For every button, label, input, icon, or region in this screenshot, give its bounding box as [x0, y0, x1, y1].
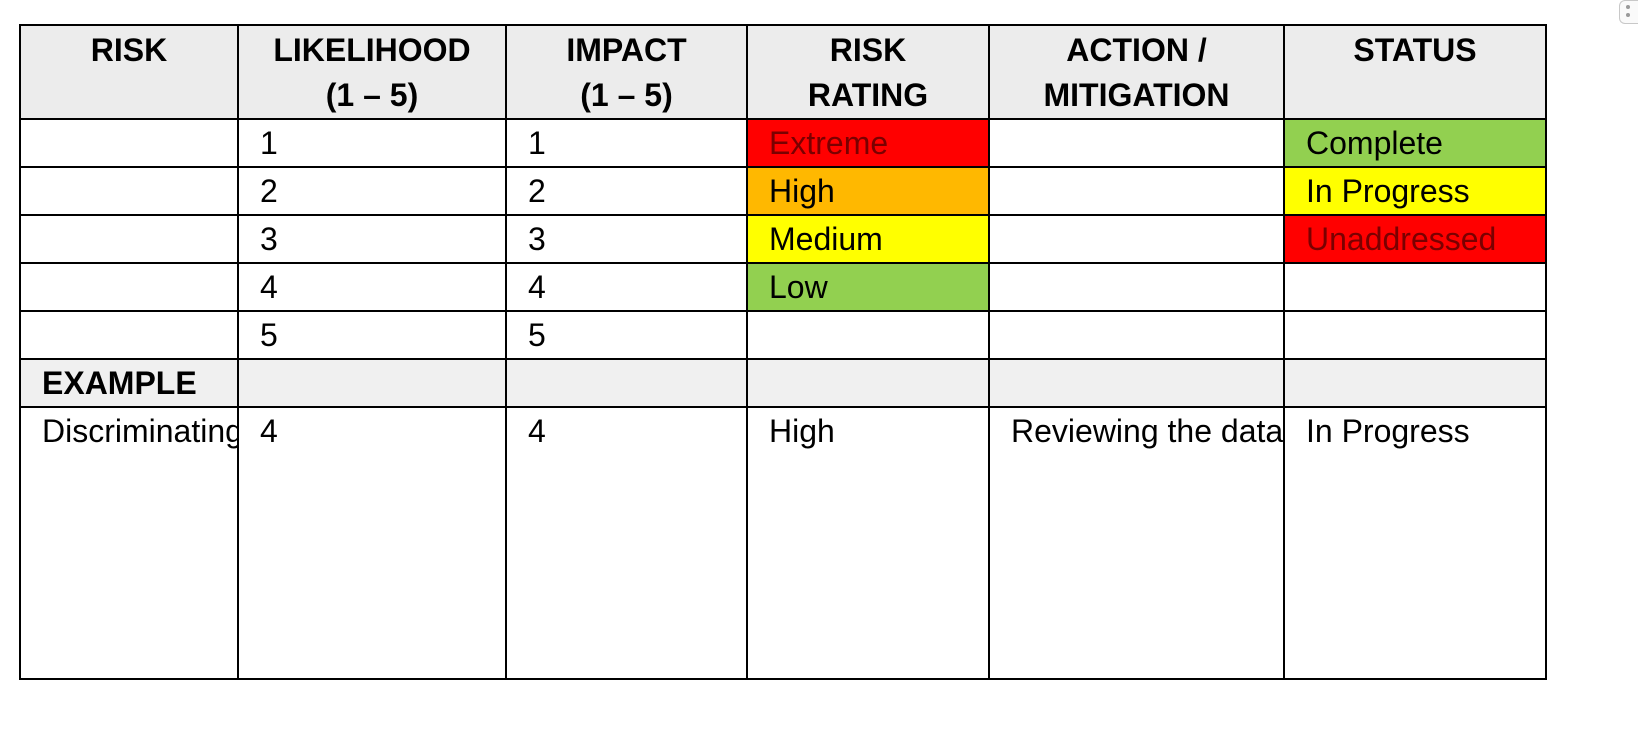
likelihood-cell[interactable]: 5 — [237, 310, 507, 360]
empty-cell[interactable] — [505, 358, 748, 408]
rating-cell[interactable] — [746, 310, 990, 360]
table-row: 4 4 Low — [19, 262, 1547, 312]
example-likelihood-cell[interactable]: 4 — [237, 406, 507, 680]
action-cell[interactable] — [988, 166, 1285, 216]
impact-cell[interactable]: 4 — [505, 262, 748, 312]
table-row: 2 2 High In Progress — [19, 166, 1547, 216]
impact-cell[interactable]: 5 — [505, 310, 748, 360]
status-cell[interactable] — [1283, 262, 1547, 312]
example-risk-cell[interactable]: Discriminating on the basis of gender — [19, 406, 239, 680]
risk-cell[interactable] — [19, 166, 239, 216]
header-action-mitigation: ACTION / MITIGATION — [988, 24, 1285, 120]
likelihood-cell[interactable]: 3 — [237, 214, 507, 264]
table-row: 5 5 — [19, 310, 1547, 360]
example-label: EXAMPLE — [19, 358, 239, 408]
likelihood-cell[interactable]: 4 — [237, 262, 507, 312]
example-row: Discriminating on the basis of gender 4 … — [19, 406, 1547, 680]
likelihood-cell[interactable]: 2 — [237, 166, 507, 216]
status-complete-cell[interactable]: Complete — [1283, 118, 1547, 168]
example-action-cell[interactable]: Reviewing the data and ensuring it holis… — [988, 406, 1285, 680]
header-likelihood: LIKELIHOOD (1 – 5) — [237, 24, 507, 120]
risk-register-table: RISK LIKELIHOOD (1 – 5) IMPACT (1 – 5) R… — [19, 24, 1547, 680]
rating-medium-cell[interactable]: Medium — [746, 214, 990, 264]
rating-extreme-cell[interactable]: Extreme — [746, 118, 990, 168]
header-status: STATUS — [1283, 24, 1547, 120]
status-unaddressed-cell[interactable]: Unaddressed — [1283, 214, 1547, 264]
header-risk: RISK — [19, 24, 239, 120]
action-cell[interactable] — [988, 310, 1285, 360]
example-impact-cell[interactable]: 4 — [505, 406, 748, 680]
empty-cell[interactable] — [237, 358, 507, 408]
impact-cell[interactable]: 2 — [505, 166, 748, 216]
risk-cell[interactable] — [19, 214, 239, 264]
side-panel-handle[interactable] — [1619, 0, 1638, 24]
empty-cell[interactable] — [988, 358, 1285, 408]
header-row: RISK LIKELIHOOD (1 – 5) IMPACT (1 – 5) R… — [19, 24, 1547, 120]
action-cell[interactable] — [988, 262, 1285, 312]
table-row: 3 3 Medium Unaddressed — [19, 214, 1547, 264]
empty-cell[interactable] — [1283, 358, 1547, 408]
risk-cell[interactable] — [19, 118, 239, 168]
example-header-row: EXAMPLE — [19, 358, 1547, 408]
status-cell[interactable] — [1283, 310, 1547, 360]
rating-low-cell[interactable]: Low — [746, 262, 990, 312]
risk-cell[interactable] — [19, 310, 239, 360]
table-row: 1 1 Extreme Complete — [19, 118, 1547, 168]
example-status-cell[interactable]: In Progress — [1283, 406, 1547, 680]
likelihood-cell[interactable]: 1 — [237, 118, 507, 168]
empty-cell[interactable] — [746, 358, 990, 408]
header-impact: IMPACT (1 – 5) — [505, 24, 748, 120]
status-in-progress-cell[interactable]: In Progress — [1283, 166, 1547, 216]
example-rating-cell[interactable]: High — [746, 406, 990, 680]
risk-cell[interactable] — [19, 262, 239, 312]
rating-high-cell[interactable]: High — [746, 166, 990, 216]
action-cell[interactable] — [988, 214, 1285, 264]
header-risk-rating: RISK RATING — [746, 24, 990, 120]
action-cell[interactable] — [988, 118, 1285, 168]
impact-cell[interactable]: 3 — [505, 214, 748, 264]
impact-cell[interactable]: 1 — [505, 118, 748, 168]
